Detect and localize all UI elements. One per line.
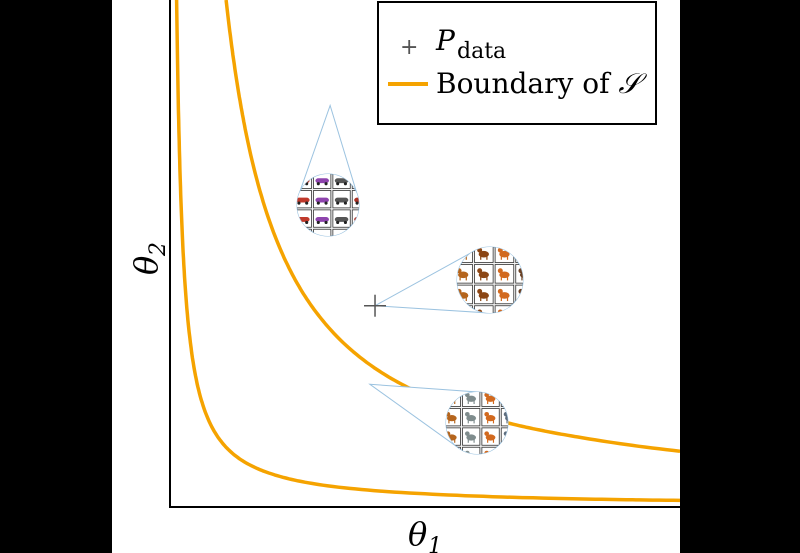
boundary-curve-2 xyxy=(224,0,680,453)
dog-leg-icon xyxy=(467,438,469,443)
wheel-icon xyxy=(343,201,347,205)
legend-pdata-label-main: P xyxy=(435,24,456,57)
y-axis-label-main: θ xyxy=(127,256,165,275)
wheel-icon xyxy=(355,201,359,205)
dog-leg-icon xyxy=(486,255,488,260)
car-sample-icon xyxy=(334,197,349,203)
car-sample-icon xyxy=(354,197,359,203)
dog-leg-icon xyxy=(492,419,495,424)
dog-leg-icon xyxy=(487,438,489,443)
wheel-icon xyxy=(336,220,340,224)
dog-head-icon xyxy=(477,268,483,274)
dog-leg-icon xyxy=(500,255,502,260)
car-sample-icon xyxy=(334,217,349,222)
wheel-icon xyxy=(324,201,328,205)
dog-leg-icon xyxy=(465,296,467,302)
car-sample-icon xyxy=(315,178,329,184)
wheel-icon xyxy=(343,182,347,186)
dog-leg-icon xyxy=(480,255,482,260)
dog-leg-icon xyxy=(487,419,489,424)
dog-leg-icon xyxy=(500,296,502,302)
sample-thumbnail xyxy=(474,305,494,313)
legend-boundary-label: Boundary of 𝒮 xyxy=(436,67,647,100)
wheel-icon xyxy=(336,182,340,186)
legend-pdata-label-sub: data xyxy=(457,39,506,64)
dog-head-icon xyxy=(477,288,483,294)
wheel-icon xyxy=(316,220,320,224)
dog-leg-icon xyxy=(467,400,469,405)
pdata-point-marker xyxy=(364,294,387,317)
dog-leg-icon xyxy=(467,419,469,424)
legend-boundary-label-main: Boundary of xyxy=(436,67,618,100)
sample-thumbnail xyxy=(313,228,332,236)
dog-leg-icon xyxy=(473,400,475,405)
x-axis-label-main: θ xyxy=(408,515,427,553)
sample-thumbnail xyxy=(500,427,508,446)
legend-box xyxy=(377,1,657,125)
dog-leg-icon xyxy=(465,255,467,260)
dog-head-icon xyxy=(497,288,503,294)
car-sample-icon xyxy=(315,217,329,222)
x-axis-label-sub: 1 xyxy=(428,534,442,553)
dog-leg-icon xyxy=(487,400,489,405)
dog-leg-icon xyxy=(473,419,475,424)
dog-leg-icon xyxy=(459,276,461,281)
sample-thumbnail xyxy=(481,446,500,454)
dog-leg-icon xyxy=(492,438,495,443)
dog-head-icon xyxy=(464,431,470,436)
wheel-icon xyxy=(305,201,309,205)
wheel-icon xyxy=(297,201,301,205)
y-axis-label-sub: 2 xyxy=(146,242,171,257)
sample-thumbnail xyxy=(462,446,481,454)
dog-samples-inset-center xyxy=(373,246,524,314)
car-sample-icon xyxy=(297,197,310,203)
wheel-icon xyxy=(324,220,328,224)
dog-leg-icon xyxy=(486,296,488,302)
wheel-icon xyxy=(343,220,347,224)
dog-head-icon xyxy=(497,268,503,274)
dog-leg-icon xyxy=(506,296,509,302)
wheel-icon xyxy=(305,220,309,224)
dog-leg-icon xyxy=(480,296,482,302)
legend-plus-marker: + xyxy=(400,35,418,60)
car-sample-icon xyxy=(315,197,329,203)
sample-thumbnail xyxy=(515,264,523,284)
sample-thumbnail xyxy=(515,284,523,305)
dog-leg-icon xyxy=(480,276,482,281)
dog-leg-icon xyxy=(492,400,495,405)
dog-leg-icon xyxy=(506,276,509,281)
x-axis-title: θ 1 xyxy=(408,515,442,553)
dog-head-icon xyxy=(484,431,490,436)
sample-thumbnail xyxy=(494,305,515,313)
wheel-icon xyxy=(316,182,320,186)
point-layer xyxy=(364,294,387,317)
dog-leg-icon xyxy=(465,276,467,281)
dog-leg-icon xyxy=(473,438,475,443)
dog-leg-icon xyxy=(454,438,456,443)
wheel-icon xyxy=(316,201,320,205)
dog-leg-icon xyxy=(500,276,502,281)
curve-layer xyxy=(174,0,680,503)
dog-leg-icon xyxy=(506,419,508,424)
dog-leg-icon xyxy=(521,276,523,281)
sample-thumbnail xyxy=(332,228,351,236)
car-sample-icon xyxy=(334,178,349,184)
dog-leg-icon xyxy=(454,400,456,405)
dog-leg-icon xyxy=(486,276,488,281)
sample-thumbnail xyxy=(500,408,508,427)
dog-head-icon xyxy=(484,411,490,417)
y-axis-title: θ 2 xyxy=(127,242,171,275)
dog-leg-icon xyxy=(448,419,450,424)
legend-entry-pdata: + P data xyxy=(400,24,506,64)
legend: + P data Boundary of 𝒮 xyxy=(377,1,657,125)
wheel-icon xyxy=(324,182,328,186)
dog-leg-icon xyxy=(454,419,456,424)
dog-head-icon xyxy=(464,411,470,417)
inset-layer xyxy=(296,103,524,455)
wheel-icon xyxy=(336,201,340,205)
boundary-curve-1 xyxy=(174,0,680,503)
dog-leg-icon xyxy=(506,255,509,260)
